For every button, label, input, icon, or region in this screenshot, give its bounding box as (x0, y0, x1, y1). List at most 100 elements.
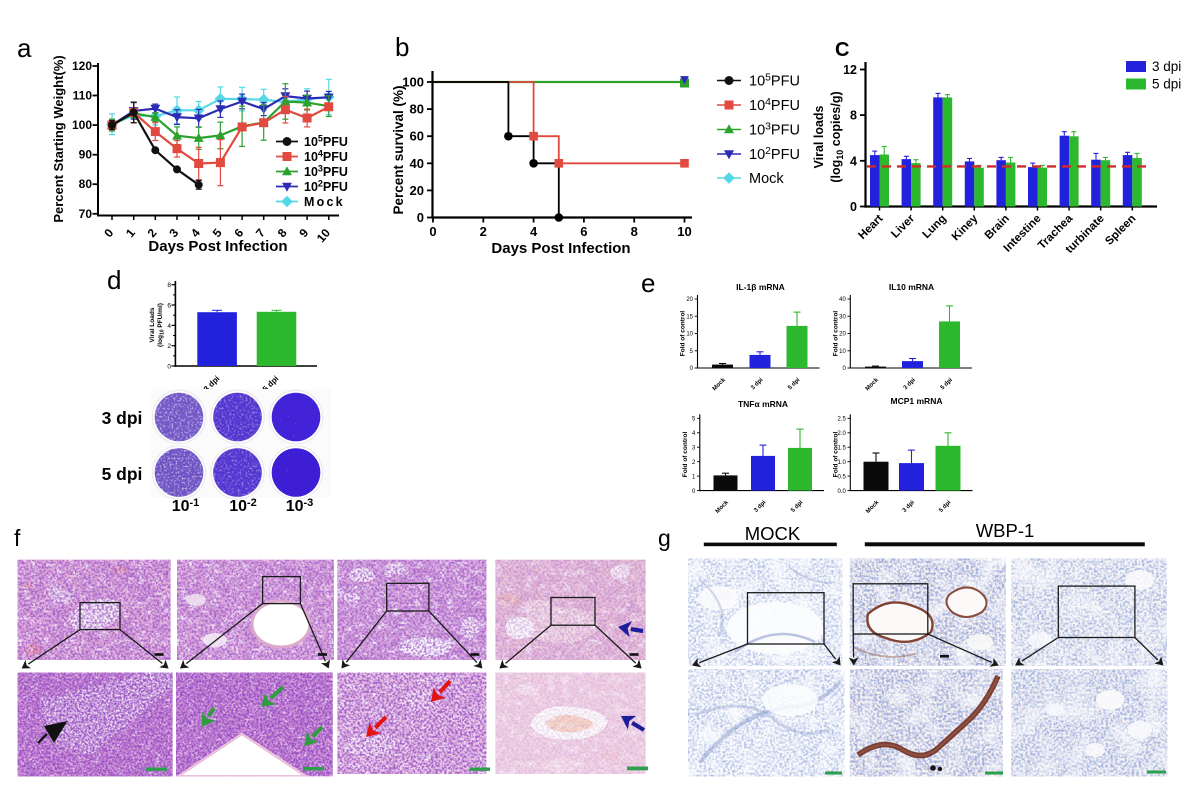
svg-text:(log10 PFU/ml): (log10 PFU/ml) (157, 303, 166, 347)
svg-text:Percent Starting Weight(%): Percent Starting Weight(%) (51, 55, 66, 222)
svg-text:5: 5 (690, 349, 694, 355)
svg-text:60: 60 (410, 129, 424, 144)
svg-text:104PFU: 104PFU (749, 97, 800, 114)
svg-text:3 dpi: 3 dpi (753, 500, 767, 514)
svg-text:104PFU: 104PFU (304, 149, 348, 164)
svg-text:10: 10 (677, 224, 691, 239)
svg-text:70: 70 (79, 207, 93, 221)
svg-text:102PFU: 102PFU (304, 179, 348, 194)
svg-text:80: 80 (79, 177, 93, 191)
svg-text:d: d (107, 265, 121, 295)
svg-text:20: 20 (839, 332, 846, 338)
svg-text:20: 20 (686, 297, 693, 303)
svg-text:5 dpi: 5 dpi (790, 500, 804, 514)
svg-text:WBP-1: WBP-1 (976, 520, 1035, 541)
svg-text:3 dpi: 3 dpi (750, 377, 764, 391)
svg-text:2: 2 (480, 224, 487, 239)
svg-text:3: 3 (692, 445, 696, 451)
svg-text:10: 10 (314, 226, 334, 245)
svg-text:10: 10 (839, 349, 846, 355)
svg-text:Viral loads: Viral loads (812, 105, 826, 168)
svg-text:Percent survival (%): Percent survival (%) (391, 85, 406, 214)
svg-text:5: 5 (692, 417, 696, 423)
svg-text:0: 0 (167, 364, 171, 371)
svg-text:1: 1 (123, 226, 138, 240)
svg-text:Days Post Infection: Days Post Infection (148, 238, 287, 255)
svg-text:0.0: 0.0 (837, 489, 846, 495)
svg-text:0: 0 (690, 366, 694, 372)
svg-text:C: C (835, 39, 849, 61)
svg-text:a: a (17, 33, 32, 63)
svg-text:0: 0 (429, 224, 436, 239)
svg-text:100: 100 (72, 118, 92, 132)
svg-text:103PFU: 103PFU (749, 121, 800, 138)
svg-text:(log10 copies/g): (log10 copies/g) (829, 91, 845, 182)
svg-text:MCP1 mRNA: MCP1 mRNA (891, 396, 943, 406)
svg-text:Kiney: Kiney (950, 212, 981, 243)
svg-text:30: 30 (839, 314, 846, 320)
svg-text:40: 40 (410, 156, 424, 171)
svg-text:4: 4 (692, 431, 696, 437)
svg-text:5 dpi: 5 dpi (1152, 77, 1181, 92)
svg-text:Fold of control: Fold of control (682, 432, 689, 478)
svg-text:9: 9 (296, 226, 311, 240)
svg-text:10-3: 10-3 (286, 497, 314, 515)
svg-text:3 dpi: 3 dpi (1152, 59, 1181, 74)
svg-text:2.5: 2.5 (837, 417, 846, 423)
svg-text:b: b (395, 32, 409, 62)
svg-text:1.0: 1.0 (837, 460, 846, 466)
svg-text:Mock: Mock (749, 171, 784, 187)
svg-text:12: 12 (843, 63, 857, 77)
svg-text:Fold of control: Fold of control (832, 432, 839, 478)
svg-text:90: 90 (79, 148, 93, 162)
svg-text:Viral Loads: Viral Loads (149, 307, 156, 342)
svg-text:1.5: 1.5 (837, 445, 846, 451)
svg-text:TNFα mRNA: TNFα mRNA (738, 399, 788, 409)
svg-text:4: 4 (167, 323, 171, 330)
svg-text:Mock: Mock (865, 499, 881, 515)
svg-text:10-1: 10-1 (172, 497, 200, 515)
svg-text:3 dpi: 3 dpi (903, 377, 917, 391)
svg-text:110: 110 (73, 89, 93, 103)
svg-text:15: 15 (686, 314, 693, 320)
svg-text:4: 4 (530, 224, 538, 239)
svg-text:5 dpi: 5 dpi (787, 377, 801, 391)
svg-text:6: 6 (580, 224, 587, 239)
svg-text:MOCK: MOCK (745, 523, 801, 544)
svg-text:Spleen: Spleen (1103, 213, 1138, 248)
svg-text:Fold of control: Fold of control (832, 311, 839, 357)
svg-text:80: 80 (410, 102, 424, 117)
svg-text:8: 8 (631, 224, 638, 239)
svg-text:Mock: Mock (715, 499, 731, 515)
svg-text:105PFU: 105PFU (304, 134, 348, 149)
svg-text:Days Post Infection: Days Post Infection (491, 240, 630, 257)
svg-text:Liver: Liver (889, 212, 917, 240)
svg-text:102PFU: 102PFU (749, 146, 800, 163)
svg-text:2: 2 (167, 343, 171, 350)
svg-text:103PFU: 103PFU (304, 164, 348, 179)
svg-text:120: 120 (72, 59, 92, 73)
svg-text:IL-1β mRNA: IL-1β mRNA (736, 282, 785, 292)
svg-text:1: 1 (692, 474, 696, 480)
svg-text:8: 8 (850, 109, 857, 123)
svg-text:Mock: Mock (712, 377, 728, 393)
svg-text:4: 4 (850, 154, 857, 168)
svg-text:20: 20 (410, 183, 424, 198)
svg-text:e: e (641, 268, 655, 298)
svg-text:5 dpi: 5 dpi (938, 500, 952, 514)
svg-text:Mock: Mock (304, 195, 345, 209)
svg-text:0.5: 0.5 (837, 474, 846, 480)
svg-text:40: 40 (839, 297, 846, 303)
svg-text:Fold of control: Fold of control (680, 311, 687, 357)
svg-text:0: 0 (850, 200, 857, 214)
svg-text:Brain: Brain (983, 213, 1012, 242)
svg-text:g: g (658, 525, 671, 551)
svg-text:0: 0 (842, 366, 846, 372)
svg-text:IL10 mRNA: IL10 mRNA (889, 282, 934, 292)
svg-text:f: f (14, 525, 21, 551)
svg-text:2: 2 (692, 460, 696, 466)
svg-text:105PFU: 105PFU (749, 72, 800, 89)
svg-text:5 dpi: 5 dpi (940, 377, 954, 391)
svg-text:6: 6 (167, 303, 171, 310)
svg-text:3 dpi: 3 dpi (902, 500, 916, 514)
